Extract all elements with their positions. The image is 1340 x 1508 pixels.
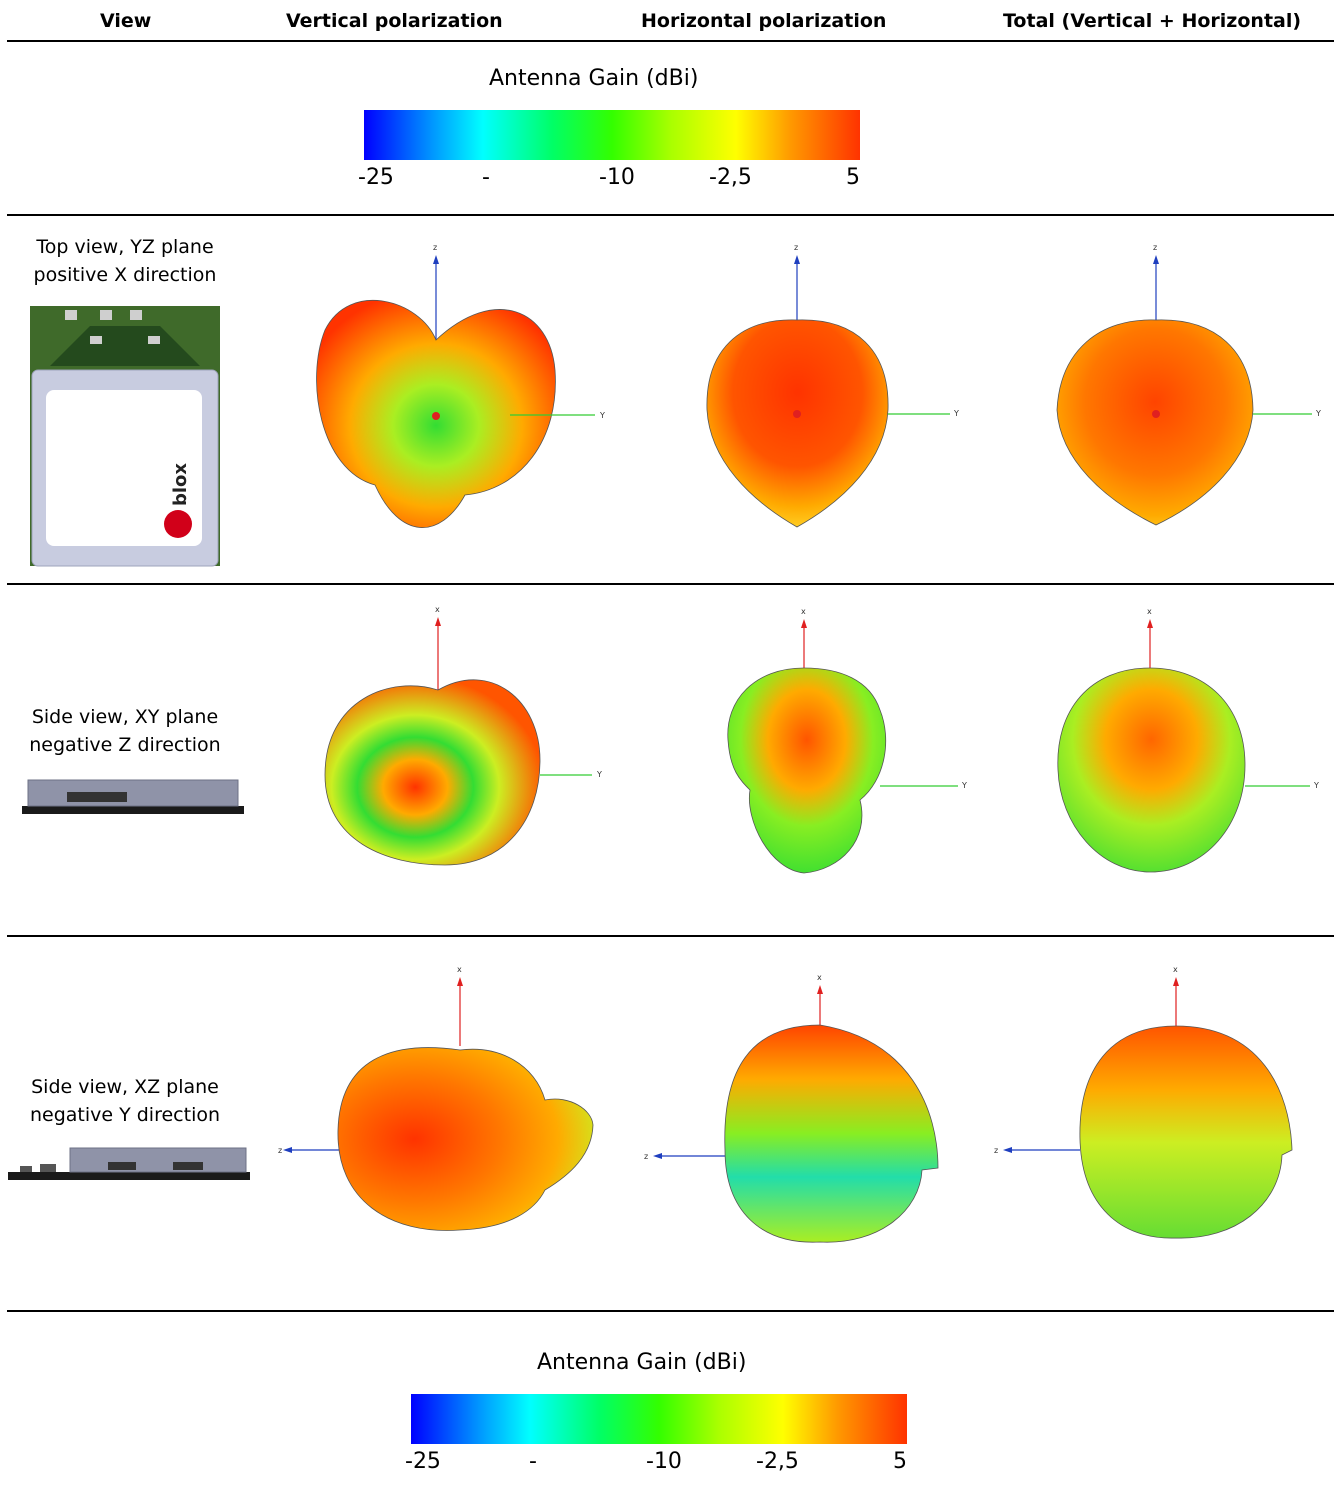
gain-scale-tick: -10 [599, 165, 635, 190]
header-view: View [100, 10, 152, 32]
gain-scale-tick: 5 [893, 1449, 907, 1474]
gain-scale-tick: - [482, 165, 490, 190]
svg-text:z: z [1153, 243, 1157, 252]
pattern-top-vertical: z Y [316, 243, 605, 528]
svg-text:z: z [433, 243, 437, 252]
svg-text:x: x [435, 605, 440, 614]
pattern-side-xz-total: x z [994, 965, 1293, 1239]
pattern-top-total: z Y [1056, 243, 1321, 526]
pattern-side-xz-horizontal: x z [644, 973, 939, 1243]
pattern-side-xz-vertical: x z [278, 965, 594, 1231]
pattern-side-xy-total: x Y [1057, 607, 1319, 873]
svg-text:Y: Y [599, 411, 605, 420]
gain-scale-title: Antenna Gain (dBi) [489, 66, 699, 91]
svg-text:x: x [1173, 965, 1178, 974]
view-label-side-xy: Side view, XY plane negative Z direction [29, 706, 221, 756]
gain-scale-bar-bottom [411, 1394, 907, 1444]
module-side-view-xy-image [22, 779, 244, 814]
gain-scale-title-bottom: Antenna Gain (dBi) [537, 1350, 747, 1375]
svg-text:z: z [644, 1152, 648, 1161]
svg-text:Y: Y [953, 409, 959, 418]
svg-text:z: z [278, 1146, 282, 1155]
svg-text:x: x [457, 965, 462, 974]
header-total: Total (Vertical + Horizontal) [1003, 10, 1302, 32]
svg-text:z: z [994, 1146, 998, 1155]
header-vertical-polarization: Vertical polarization [286, 10, 503, 32]
view-label-top: Top view, YZ plane positive X direction [33, 236, 217, 286]
header-rule [7, 40, 1334, 42]
pattern-top-horizontal: z Y [706, 243, 959, 528]
svg-text:x: x [817, 973, 822, 982]
svg-text:z: z [794, 243, 798, 252]
svg-text:Y: Y [1315, 409, 1321, 418]
svg-text:Y: Y [596, 770, 602, 779]
gain-scale-tick: -2,5 [709, 165, 752, 190]
svg-text:Y: Y [961, 781, 967, 790]
gain-scale-tick: 5 [846, 165, 860, 190]
pattern-side-xy-horizontal: x Y [727, 607, 967, 874]
header-horizontal-polarization: Horizontal polarization [641, 10, 887, 32]
gain-scale-tick: -2,5 [756, 1449, 799, 1474]
row-rule [7, 214, 1334, 216]
svg-text:x: x [1147, 607, 1152, 616]
row-rule [7, 583, 1334, 585]
gain-scale-tick: -25 [358, 165, 394, 190]
view-label-side-xz: Side view, XZ plane negative Y direction [29, 1076, 221, 1126]
logo-text: blox [170, 463, 191, 506]
gain-scale-tick: -10 [646, 1449, 682, 1474]
svg-text:x: x [801, 607, 806, 616]
module-side-view-xz-image [8, 1147, 250, 1180]
module-top-view-image: blox [30, 306, 220, 567]
row-rule [7, 935, 1334, 937]
gain-scale-tick: -25 [405, 1449, 441, 1474]
ublox-logo-icon [164, 510, 192, 538]
pattern-side-xy-vertical: x Y [324, 605, 602, 866]
gain-scale-bar [364, 110, 860, 160]
gain-scale-tick: - [529, 1449, 537, 1474]
row-rule [7, 1310, 1334, 1312]
svg-text:Y: Y [1313, 781, 1319, 790]
